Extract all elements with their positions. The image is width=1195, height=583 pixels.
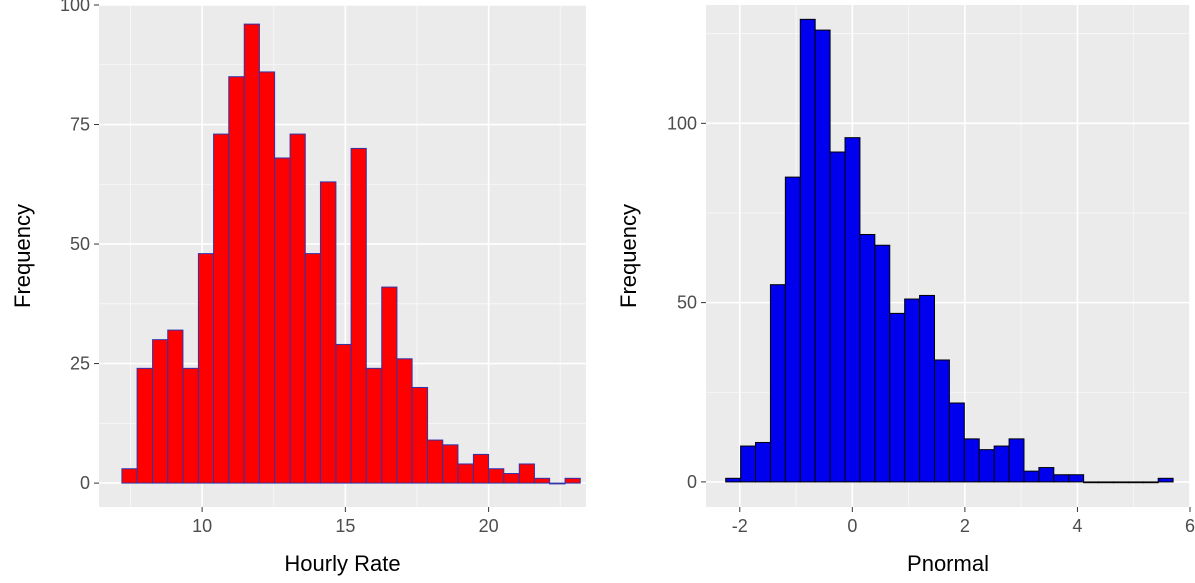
x-tick-label: 20 [479, 516, 499, 536]
histogram-bar [121, 468, 138, 484]
histogram-bar [381, 286, 398, 484]
y-axis-title: Frequency [10, 204, 35, 308]
histogram-bar [769, 284, 786, 483]
histogram-bar [350, 147, 367, 484]
x-axis-title: Hourly Rate [284, 551, 400, 576]
histogram-bar [503, 473, 520, 484]
histogram-bar [933, 359, 950, 483]
histogram-bar [814, 29, 831, 483]
histogram-bar [1023, 470, 1040, 483]
histogram-bar [228, 76, 245, 484]
histogram-bar [784, 176, 801, 483]
histogram-bar [919, 294, 935, 483]
histogram-bar [564, 477, 581, 484]
histogram-bar [1083, 481, 1100, 484]
histogram-bar [167, 329, 184, 484]
histogram-bar [197, 253, 215, 484]
chart-panel-2: -2 0 2 4 6 0 50 100 Pnormal Frequency [616, 5, 1195, 576]
x-axis-title: Pnormal [907, 551, 989, 576]
histogram-bar [1068, 474, 1085, 483]
histogram-bar [874, 244, 891, 483]
histogram-bar [799, 18, 816, 483]
histogram-bar [859, 233, 876, 483]
y-tick-label: 50 [70, 234, 90, 254]
y-axis-title: Frequency [616, 204, 641, 308]
histogram-bar [274, 157, 291, 484]
histogram-bar [755, 441, 771, 483]
histogram-bar [1112, 481, 1129, 484]
y-tick-label: 0 [80, 473, 90, 493]
histogram-bar [844, 137, 861, 483]
histogram-bar [304, 253, 321, 484]
histogram-bar [993, 445, 1010, 483]
histogram-bar [948, 402, 965, 483]
histogram-bar [1038, 467, 1055, 483]
histogram-bar [1008, 438, 1025, 483]
histogram-bar [289, 133, 306, 484]
histogram-bar [472, 453, 490, 484]
histogram-bar [427, 439, 444, 484]
histogram-bar [904, 298, 921, 483]
histogram-bar [258, 71, 276, 484]
histogram-bar [319, 181, 337, 484]
histogram-bar [365, 367, 383, 484]
histogram-bar [1053, 474, 1070, 483]
histogram-bar [1098, 481, 1114, 484]
y-tick-label: 50 [677, 293, 697, 313]
histogram-bar [1142, 481, 1159, 484]
y-tick-label: 75 [70, 115, 90, 135]
histogram-bar [963, 438, 980, 483]
y-tick-label: 100 [60, 0, 90, 15]
x-tick-label: 4 [1072, 516, 1082, 536]
x-tick-label: 6 [1185, 516, 1195, 536]
histogram-bar [533, 477, 551, 484]
histogram-bar [740, 445, 757, 483]
histogram-bar [725, 477, 742, 483]
y-tick-label: 25 [70, 354, 90, 374]
histogram-bar [182, 367, 199, 484]
y-tick-label: 100 [667, 113, 697, 133]
histogram-bar [488, 468, 505, 484]
histogram-bar [152, 339, 169, 484]
histogram-bar [411, 386, 429, 484]
x-tick-label: 10 [192, 516, 212, 536]
histogram-bar [243, 23, 260, 484]
histogram-bar [442, 444, 459, 484]
x-tick-label: 15 [335, 516, 355, 536]
x-tick-label: 2 [960, 516, 970, 536]
histogram-bar [978, 449, 995, 483]
histogram-bar [518, 463, 535, 484]
histogram-bar [549, 482, 566, 485]
histogram-bar [829, 151, 846, 483]
histogram-bar [457, 463, 474, 484]
histogram-bar [136, 367, 154, 484]
histogram-bar [213, 133, 230, 484]
histogram-bar [889, 312, 906, 483]
histogram-bar [1127, 481, 1144, 484]
x-tick-label: -2 [732, 516, 748, 536]
x-tick-label: 0 [847, 516, 857, 536]
chart-panel-1: 10 15 20 0 25 50 75 100 Hourly Rate Frequency [10, 0, 586, 576]
y-tick-label: 0 [687, 472, 697, 492]
histogram-bar [1157, 477, 1174, 483]
histogram-bar [396, 358, 413, 484]
histogram-bar [335, 343, 352, 484]
